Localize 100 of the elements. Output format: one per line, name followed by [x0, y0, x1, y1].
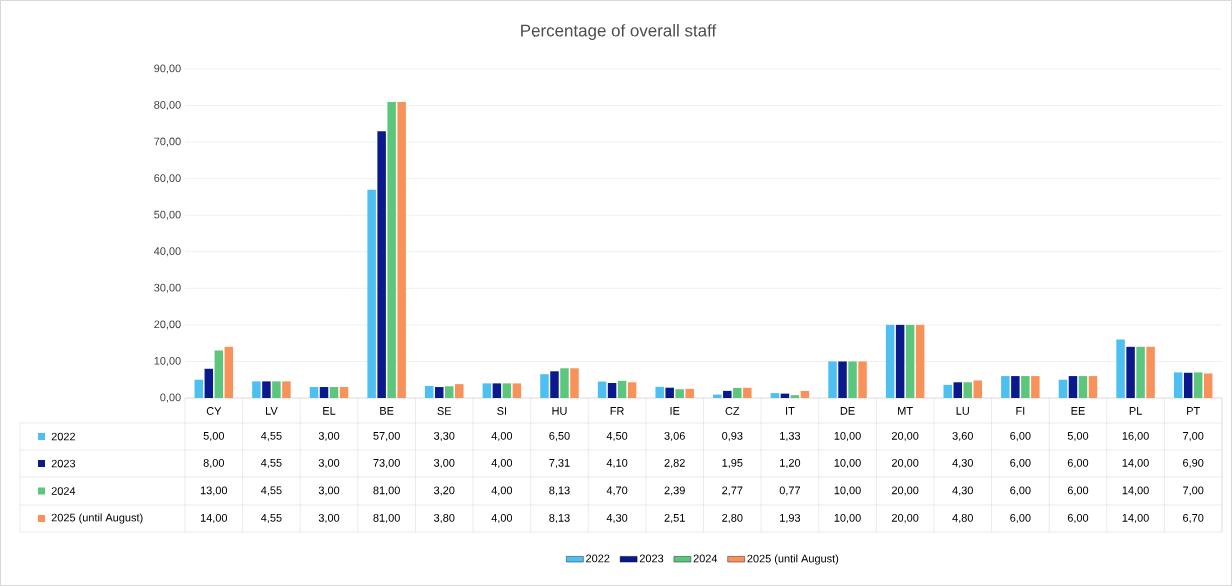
x-tick-label: EE — [1071, 407, 1085, 415]
data-label: 6,00 — [1010, 486, 1031, 496]
bar — [224, 346, 234, 398]
data-label: 3,00 — [318, 513, 340, 524]
data-label: 8,00 — [203, 458, 225, 469]
data-label: 6,00 — [1067, 513, 1089, 524]
data-label: 14,00 — [1122, 513, 1149, 524]
bar — [252, 381, 261, 398]
bar — [512, 383, 522, 398]
bar — [1068, 376, 1078, 398]
data-label: 20,00 — [891, 513, 919, 524]
x-tick-label: LV — [266, 407, 278, 415]
bar — [319, 387, 329, 398]
data-label: 4,55 — [261, 514, 282, 523]
y-tick-label: 0,00 — [160, 393, 181, 403]
bar — [540, 374, 549, 398]
data-label: 4,30 — [952, 458, 973, 469]
data-label: 20,00 — [891, 431, 919, 442]
bar — [665, 387, 674, 398]
data-label: 4,55 — [261, 486, 282, 496]
data-label: 1,33 — [780, 431, 801, 442]
data-label: 0,77 — [779, 486, 801, 496]
data-label: 2,39 — [664, 486, 685, 496]
data-label: 7,00 — [1183, 486, 1204, 496]
data-label: 1,93 — [780, 513, 801, 524]
bar — [800, 390, 810, 398]
y-tick-label: 70,00 — [154, 137, 181, 147]
data-label: 3,00 — [318, 486, 340, 496]
data-label: 14,00 — [1122, 486, 1149, 496]
text: 2025 (until August) — [747, 554, 839, 565]
bar — [915, 324, 925, 398]
data-label: 2,77 — [722, 486, 743, 496]
text: 2024 — [51, 487, 76, 495]
data-label: 81,00 — [373, 486, 400, 496]
data-label: 2,51 — [664, 513, 685, 524]
bar — [1173, 372, 1183, 398]
bar — [550, 371, 559, 398]
legend-label: 2024 — [693, 554, 718, 563]
y-tick-label: 50,00 — [154, 210, 181, 220]
data-label: 4,55 — [261, 459, 282, 468]
bar — [597, 381, 607, 398]
x-tick-label: EL — [323, 407, 336, 415]
bar — [194, 379, 204, 398]
data-label: 3,00 — [318, 431, 340, 442]
bar — [895, 324, 905, 398]
bar — [455, 384, 464, 398]
bar — [627, 382, 637, 398]
data-label: 3,60 — [952, 431, 973, 442]
data-label: 7,31 — [549, 458, 570, 469]
bar — [1021, 376, 1030, 398]
y-tick-label: 80,00 — [154, 101, 181, 111]
data-label: 1,95 — [722, 458, 743, 469]
data-label: 20,00 — [891, 458, 919, 469]
y-tick-label: 10,00 — [154, 356, 181, 366]
data-label: 4,10 — [606, 458, 628, 469]
bar — [1058, 379, 1068, 398]
bar — [1001, 376, 1010, 398]
data-label: 57,00 — [373, 431, 400, 442]
data-label: 10,00 — [834, 486, 861, 496]
data-label: 5,00 — [1067, 431, 1089, 442]
bar — [943, 384, 952, 398]
bar — [214, 350, 224, 398]
bar — [885, 324, 895, 398]
data-label: 13,00 — [200, 486, 228, 496]
bar — [607, 383, 617, 398]
x-tick-label: PT — [1187, 407, 1200, 415]
bar — [848, 361, 857, 398]
bar — [858, 361, 867, 398]
data-label: 10,00 — [834, 458, 861, 469]
data-label: 3,06 — [664, 431, 685, 442]
bar — [655, 386, 664, 398]
x-tick-label: DE — [840, 407, 855, 415]
data-label: 4,00 — [491, 513, 513, 524]
bar — [1116, 339, 1125, 398]
bar — [570, 368, 579, 398]
bar — [387, 101, 396, 398]
bar — [713, 394, 722, 398]
data-label: 4,30 — [606, 513, 628, 524]
x-tick-label: SE — [437, 407, 452, 415]
data-label: 6,00 — [1010, 513, 1031, 524]
bar — [1146, 346, 1155, 398]
bar — [953, 382, 962, 398]
data-label: 4,30 — [952, 486, 973, 496]
legend-label: 2023 — [51, 459, 76, 468]
text: 2023 — [639, 554, 664, 563]
chart-title: Percentage of overall staff — [521, 24, 717, 40]
y-tick-label: 30,00 — [154, 283, 181, 293]
x-tick-label: IT — [786, 407, 795, 415]
data-label: 4,50 — [606, 431, 628, 442]
data-label: 3,30 — [434, 431, 455, 442]
bar — [1011, 376, 1020, 398]
bar — [492, 383, 502, 398]
x-tick-label: HU — [552, 407, 567, 415]
bar — [1203, 373, 1213, 398]
data-label: 2,82 — [664, 458, 685, 469]
y-tick-label: 60,00 — [154, 174, 181, 184]
bar — [329, 387, 339, 398]
bar — [397, 101, 406, 398]
bar — [339, 387, 349, 398]
data-label: 8,13 — [549, 513, 570, 524]
